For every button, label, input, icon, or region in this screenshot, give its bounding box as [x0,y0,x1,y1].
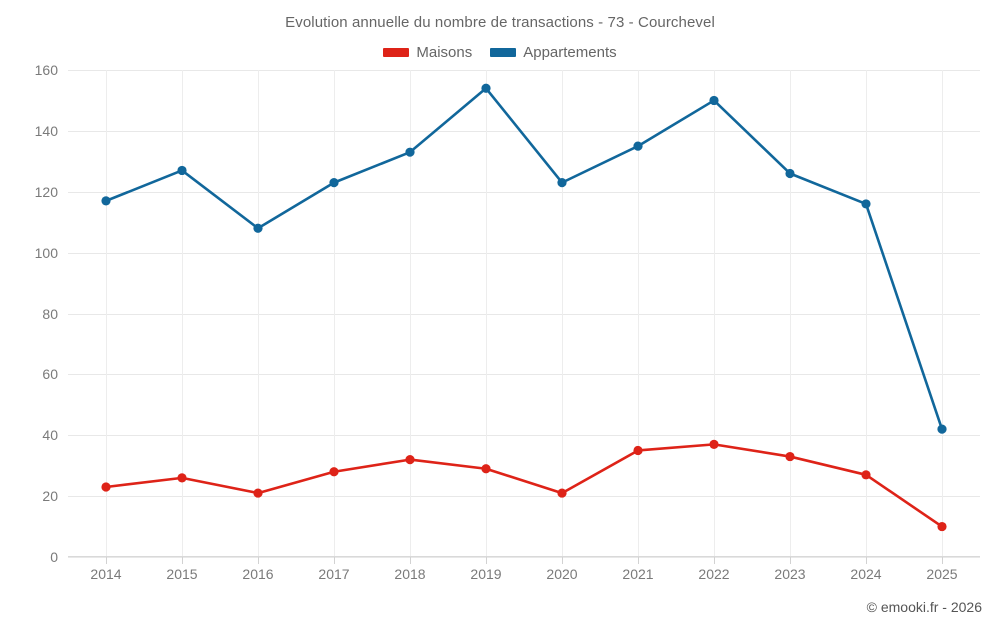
x-axis-tick-mark [714,557,715,564]
data-point-marker[interactable] [709,439,719,449]
x-axis-line [68,556,980,557]
gridline-horizontal [68,435,980,437]
data-point-marker[interactable] [253,488,263,498]
gridline-vertical [714,70,715,557]
x-axis-labels: 2014 2015 2016 2017 2018 2019 2020 2021 2022 2023… [68,566,980,590]
x-axis-tick-label: 2021 [622,566,654,582]
x-axis-tick-mark [562,557,563,564]
x-axis-tick-mark [258,557,259,564]
x-axis-tick-mark [106,557,107,564]
y-axis-tick-label: 40 [42,427,58,444]
gridline-horizontal [68,496,980,498]
x-axis-tick-label: 2018 [394,566,426,582]
x-axis-tick-label: 2024 [850,566,882,582]
footer-credit: © emooki.fr - 2026 [866,599,982,615]
data-point-marker[interactable] [177,473,187,483]
y-axis-tick-label: 0 [50,549,58,565]
gridline-vertical [182,70,183,557]
data-point-marker[interactable] [557,178,567,188]
x-axis-tick-label: 2017 [318,566,350,582]
x-axis-tick-mark [638,557,639,564]
x-axis-tick-label: 2019 [470,566,502,582]
gridline-vertical [638,70,639,557]
data-point-marker[interactable] [937,424,947,434]
legend-item-maisons[interactable]: Maisons [383,44,472,61]
legend-swatch-icon [383,48,410,57]
series-maisons [101,439,947,532]
legend-label: Maisons [416,44,473,61]
y-axis-tick-label: 80 [42,305,58,322]
data-point-marker[interactable] [937,521,947,532]
x-axis-tick-label: 2022 [698,566,730,582]
data-point-marker[interactable] [329,178,339,188]
gridline-vertical [258,70,259,557]
x-axis-tick-label: 2025 [926,566,958,582]
chart-legend: Maisons Appartements [0,44,1000,61]
data-point-marker[interactable] [481,464,491,474]
gridline-vertical [790,70,791,557]
x-axis-tick-mark [334,557,335,564]
x-axis-tick-mark [182,557,183,564]
gridline-horizontal [68,313,980,315]
x-axis-tick-label: 2014 [90,566,122,582]
series-line [104,86,944,431]
gridline-vertical [942,70,943,557]
data-point-marker[interactable] [405,147,415,157]
x-axis-tick-mark [866,557,867,564]
x-axis-tick-mark [410,557,411,564]
data-point-marker[interactable] [329,467,339,477]
x-axis-tick-label: 2015 [166,566,198,582]
chart-title: Evolution annuelle du nombre de transact… [285,14,715,31]
gridline-vertical [334,70,335,557]
data-point-marker[interactable] [633,445,643,456]
legend-item-appartements[interactable]: Appartements [490,44,617,61]
data-point-marker[interactable] [101,196,111,206]
legend-label: Appartements [523,44,617,61]
data-point-marker[interactable] [633,141,643,151]
data-point-marker[interactable] [405,455,415,465]
y-axis-labels: 0 20 40 60 80 100 120 140 160 [10,62,58,565]
x-axis-tick-label: 2020 [546,566,578,582]
data-point-marker[interactable] [785,168,795,179]
data-point-marker[interactable] [861,199,871,209]
data-point-marker[interactable] [861,470,871,480]
y-axis-tick-label: 140 [34,122,58,139]
gridline-horizontal [68,374,980,376]
gridline-horizontal [68,130,980,132]
data-point-marker[interactable] [785,451,795,462]
gridline-vertical [866,70,867,557]
y-axis-tick-label: 60 [42,366,58,383]
x-axis-tick-label: 2023 [774,566,806,582]
gridline-vertical [410,70,411,557]
y-axis-tick-label: 120 [34,183,58,200]
gridline-vertical [562,70,563,557]
x-axis-tick-mark [486,557,487,564]
data-point-marker[interactable] [481,83,491,93]
gridline-horizontal [68,191,980,193]
gridline-horizontal [68,557,980,558]
data-point-marker[interactable] [709,95,719,106]
series-line [104,443,944,528]
data-point-marker[interactable] [557,488,567,498]
gridline-vertical [486,70,487,557]
y-axis-tick-label: 160 [34,62,58,78]
gridline-horizontal [68,70,980,71]
series-appartements [101,83,947,434]
legend-swatch-icon [490,48,517,57]
gridline-horizontal [68,252,980,254]
y-axis-tick-label: 100 [34,244,58,261]
y-axis-tick-label: 20 [42,488,58,505]
x-axis-tick-label: 2016 [242,566,274,582]
x-axis-tick-mark [790,557,791,564]
x-axis-tick-mark [942,557,943,564]
data-point-marker[interactable] [253,223,263,233]
data-point-marker[interactable] [101,482,111,492]
gridline-vertical [106,70,107,557]
data-point-marker[interactable] [177,165,187,176]
series-plot [101,83,947,532]
plot-area [68,70,980,564]
